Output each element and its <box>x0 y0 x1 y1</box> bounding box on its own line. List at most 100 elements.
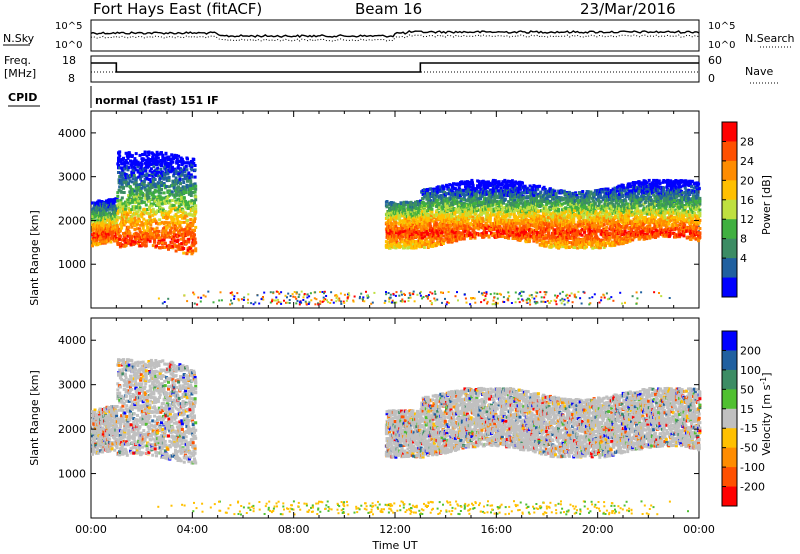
echo-cell <box>159 208 163 212</box>
nave-tick-high: 60 <box>708 54 722 67</box>
echo-cell <box>531 188 535 192</box>
echo-cell <box>141 241 144 245</box>
echo-cell <box>161 245 165 249</box>
echo-cell <box>115 224 119 227</box>
echo-cell <box>175 222 179 226</box>
echo-cell <box>137 162 141 166</box>
echo-cell <box>385 221 389 225</box>
echo-cell <box>117 209 120 213</box>
echo-cell <box>179 226 183 230</box>
echo-cell <box>151 208 155 212</box>
echo-cell <box>179 182 182 186</box>
echo-cell <box>177 242 181 246</box>
echo-cell <box>151 233 155 237</box>
echo-cell <box>120 170 124 174</box>
echo-cell <box>173 153 177 157</box>
echo-cell <box>142 229 146 233</box>
echo-cell <box>113 235 117 239</box>
echo-cell <box>182 196 186 200</box>
echo-cell <box>468 185 472 189</box>
echo-cell <box>169 157 173 161</box>
echo-cell <box>145 223 149 227</box>
echo-cell <box>170 169 174 173</box>
echo-cell <box>165 165 169 168</box>
echo-cell <box>177 172 181 176</box>
echo-cell <box>146 238 150 242</box>
echo-cell <box>123 200 127 204</box>
echo-cell <box>385 200 389 203</box>
echo-cell <box>145 174 149 178</box>
echo-cell <box>125 173 129 177</box>
echo-cell <box>384 240 388 244</box>
echo-cell <box>178 178 182 181</box>
echo-cell <box>155 150 159 154</box>
echo-cell <box>134 219 138 223</box>
echo-cell <box>141 193 145 197</box>
echo-cell <box>162 191 166 195</box>
echo-cell <box>134 237 138 241</box>
echo-cell <box>151 235 155 239</box>
echo-cell <box>116 232 120 236</box>
echo-cell <box>127 225 131 229</box>
echo-cell <box>133 228 137 231</box>
echo-cell <box>168 189 172 193</box>
echo-cell <box>194 210 198 214</box>
echo-cell <box>436 198 440 202</box>
echo-cell <box>94 234 98 238</box>
echo-cell <box>166 172 170 176</box>
echo-cell <box>167 179 171 182</box>
echo-cell <box>170 153 174 157</box>
echo-cell <box>188 227 192 231</box>
echo-cell <box>149 210 153 214</box>
echo-cell <box>179 168 183 172</box>
echo-cell <box>503 197 507 201</box>
echo-cell <box>189 218 193 221</box>
echo-cell <box>183 170 187 174</box>
echo-cell <box>385 229 389 233</box>
echo-cell <box>107 232 111 236</box>
echo-cell <box>162 238 166 242</box>
echo-cell <box>164 228 168 232</box>
echo-cell <box>98 230 102 233</box>
echo-cell <box>149 191 153 195</box>
echo-cell <box>155 169 159 173</box>
echo-cell <box>144 234 148 238</box>
echo-cell <box>160 188 163 191</box>
echo-cell <box>430 210 434 214</box>
echo-cell <box>173 183 177 187</box>
echo-cell <box>161 208 165 212</box>
echo-cell <box>144 219 148 223</box>
echo-cell <box>144 211 148 215</box>
echo-cell <box>98 242 102 246</box>
echo-cell <box>153 199 157 203</box>
echo-cell <box>433 226 437 230</box>
echo-cell <box>172 229 176 233</box>
echo-cell <box>131 190 135 194</box>
echo-cell <box>180 195 184 199</box>
echo-cell <box>138 197 142 201</box>
echo-cell <box>145 176 149 180</box>
echo-cell <box>132 169 136 173</box>
echo-cell <box>177 185 181 189</box>
echo-cell <box>121 218 125 221</box>
echo-cell <box>95 211 99 214</box>
nsearch-series <box>90 34 700 42</box>
echo-cell <box>191 191 195 194</box>
echo-cell <box>155 226 159 230</box>
echo-cell <box>528 239 531 243</box>
echo-cell <box>117 163 120 167</box>
echo-cell <box>157 229 161 233</box>
echo-cell <box>174 176 178 180</box>
echo-cell <box>180 242 184 245</box>
echo-cell <box>165 168 169 172</box>
echo-cell <box>154 219 158 223</box>
echo-cell <box>462 237 466 241</box>
echo-cell <box>133 240 137 244</box>
echo-cell <box>146 188 150 192</box>
echo-cell <box>151 227 155 231</box>
echo-cell <box>193 220 196 223</box>
echo-cell <box>118 210 122 214</box>
echo-cell <box>137 242 141 245</box>
echo-cell <box>180 172 184 176</box>
